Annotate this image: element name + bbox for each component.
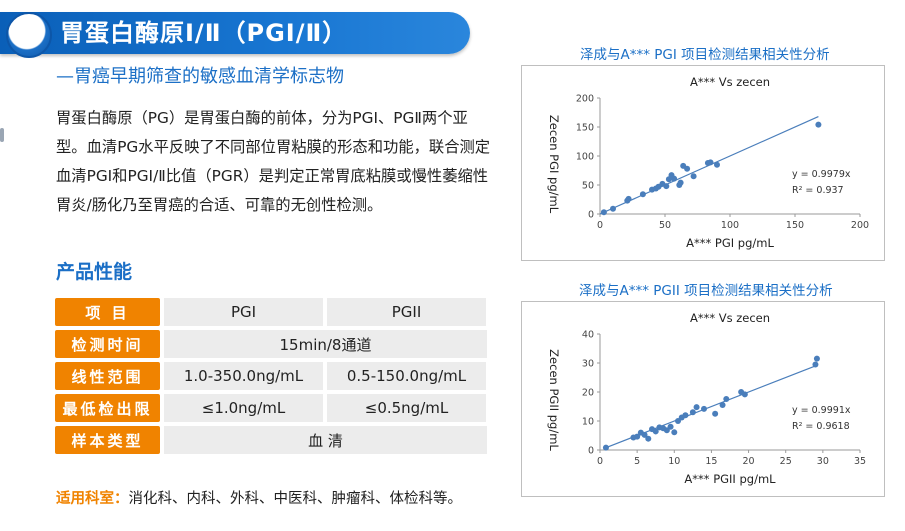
chart-title: A*** Vs zecen [690,75,770,89]
data-point [741,391,748,398]
page-title: 胃蛋白酶原Ⅰ/Ⅱ（PGⅠ/Ⅱ） [60,19,348,47]
y-tick-label: 40 [582,330,594,341]
y-tick-label: 30 [582,359,594,370]
data-point [645,435,652,442]
y-tick-label: 0 [588,446,594,457]
data-point [625,195,632,202]
x-tick-label: 0 [597,456,603,467]
x-tick-label: 100 [721,220,739,231]
chart-title: A*** Vs zecen [690,311,770,325]
cell-detection-limit-pgi: ≤1.0ng/mL [164,394,323,422]
data-point [813,355,820,362]
data-point [667,423,674,430]
chart-caption-pgi: 泽成与A*** PGI 项目检测结果相关性分析 [580,47,830,63]
data-point [634,433,641,440]
data-point [610,205,616,212]
data-point [693,404,700,411]
cell-pgi: PGI [164,298,323,326]
y-tick-label: 200 [576,94,594,105]
data-point [600,209,607,216]
y-tick-label: 50 [582,181,594,192]
cell-detection-limit-pgii: ≤0.5ng/mL [327,394,486,422]
scatter-chart-pgii: A*** Vs zecen 0 5 10 15 20 25 30 35 0 10 20 30 40 y = … [547,311,866,486]
edge-marker [0,128,4,142]
x-tick-label: 30 [817,456,829,467]
data-point [671,429,678,436]
data-point [723,395,730,402]
data-point [682,412,689,419]
row-label-sample-type: 样本类型 [55,426,160,454]
table-row: 检测时间 15min/8通道 [55,330,487,358]
data-point [639,191,646,198]
chart-panel-pgi: A*** Vs zecen 0 50 100 150 200 0 50 100 150 200 y =… [521,65,885,261]
x-tick-label: 10 [668,456,680,467]
x-tick-label: 50 [659,220,671,231]
scatter-chart-pgi: A*** Vs zecen 0 50 100 150 200 0 50 100 150 200 y =… [547,75,869,250]
y-tick-label: 100 [576,152,594,163]
data-point [663,183,670,190]
product-description: 胃蛋白酶原（PG）是胃蛋白酶的前体，分为PGⅠ、PGⅡ两个亚型。血清PG水平反映… [56,109,491,214]
y-tick-label: 10 [582,417,594,428]
page-subtitle: —胃癌早期筛查的敏感血清学标志物 [56,66,344,87]
data-point [689,409,696,416]
title-banner [0,12,470,54]
row-label-detection-limit: 最低检出限 [55,394,160,422]
row-label-item: 项 目 [55,298,160,326]
x-tick-label: 5 [634,456,640,467]
banner-circle-icon [6,12,52,58]
row-label-test-time: 检测时间 [55,330,160,358]
cell-linear-range-pgii: 0.5-150.0ng/mL [327,362,486,390]
x-tick-label: 35 [854,456,866,467]
equation-label: y = 0.9979x [792,169,851,180]
table-row: 项 目 PGI PGII [55,298,487,326]
y-tick-label: 20 [582,388,594,399]
data-point [707,159,714,166]
cell-pgii: PGII [327,298,486,326]
cell-test-time: 15min/8通道 [164,330,487,358]
data-point [815,121,822,128]
data-point [671,175,678,182]
performance-table: 项 目 PGI PGII 检测时间 15min/8通道 线性范围 1.0-350… [55,298,487,458]
data-point [712,410,719,417]
data-point [812,361,819,368]
y-tick-label: 0 [588,210,594,221]
table-row: 最低检出限 ≤1.0ng/mL ≤0.5ng/mL [55,394,487,422]
data-point [719,402,726,409]
data-point [652,428,659,435]
table-row: 样本类型 血 清 [55,426,487,454]
data-point [690,173,697,180]
cell-sample-type: 血 清 [164,426,487,454]
chart-panel-pgii: A*** Vs zecen 0 5 10 15 20 25 30 35 0 10 20 30 40 y = … [521,301,885,497]
data-point [677,179,684,186]
x-tick-label: 0 [597,220,603,231]
x-tick-label: 200 [851,220,869,231]
x-axis-label: A*** PGII pg/mL [684,472,776,486]
y-axis-label: Zecen PGII pg/mL [547,349,561,451]
equation-label: y = 0.9991x [792,405,851,416]
r-squared-label: R² = 0.9618 [792,421,850,432]
departments-label: 适用科室： [56,491,129,507]
table-row: 线性范围 1.0-350.0ng/mL 0.5-150.0ng/mL [55,362,487,390]
cell-linear-range-pgi: 1.0-350.0ng/mL [164,362,323,390]
performance-section-title: 产品性能 [56,261,133,283]
data-point [714,161,720,168]
data-point [684,165,691,172]
row-label-linear-range: 线性范围 [55,362,160,390]
r-squared-label: R² = 0.937 [792,185,844,196]
x-tick-label: 20 [743,456,755,467]
x-tick-label: 150 [786,220,804,231]
x-tick-label: 15 [705,456,717,467]
x-axis-label: A*** PGI pg/mL [686,236,774,250]
departments-text: 消化科、内科、外科、中医科、肿瘤科、体检科等。 [128,491,463,507]
data-point [701,405,707,412]
data-point [641,431,648,438]
x-tick-label: 25 [780,456,792,467]
y-tick-label: 150 [576,123,594,134]
data-point [602,444,609,451]
departments-line: 适用科室：消化科、内科、外科、中医科、肿瘤科、体检科等。 [56,487,462,508]
chart-caption-pgii: 泽成与A*** PGII 项目检测结果相关性分析 [579,283,833,299]
y-axis-label: Zecen PGI pg/mL [547,115,561,214]
